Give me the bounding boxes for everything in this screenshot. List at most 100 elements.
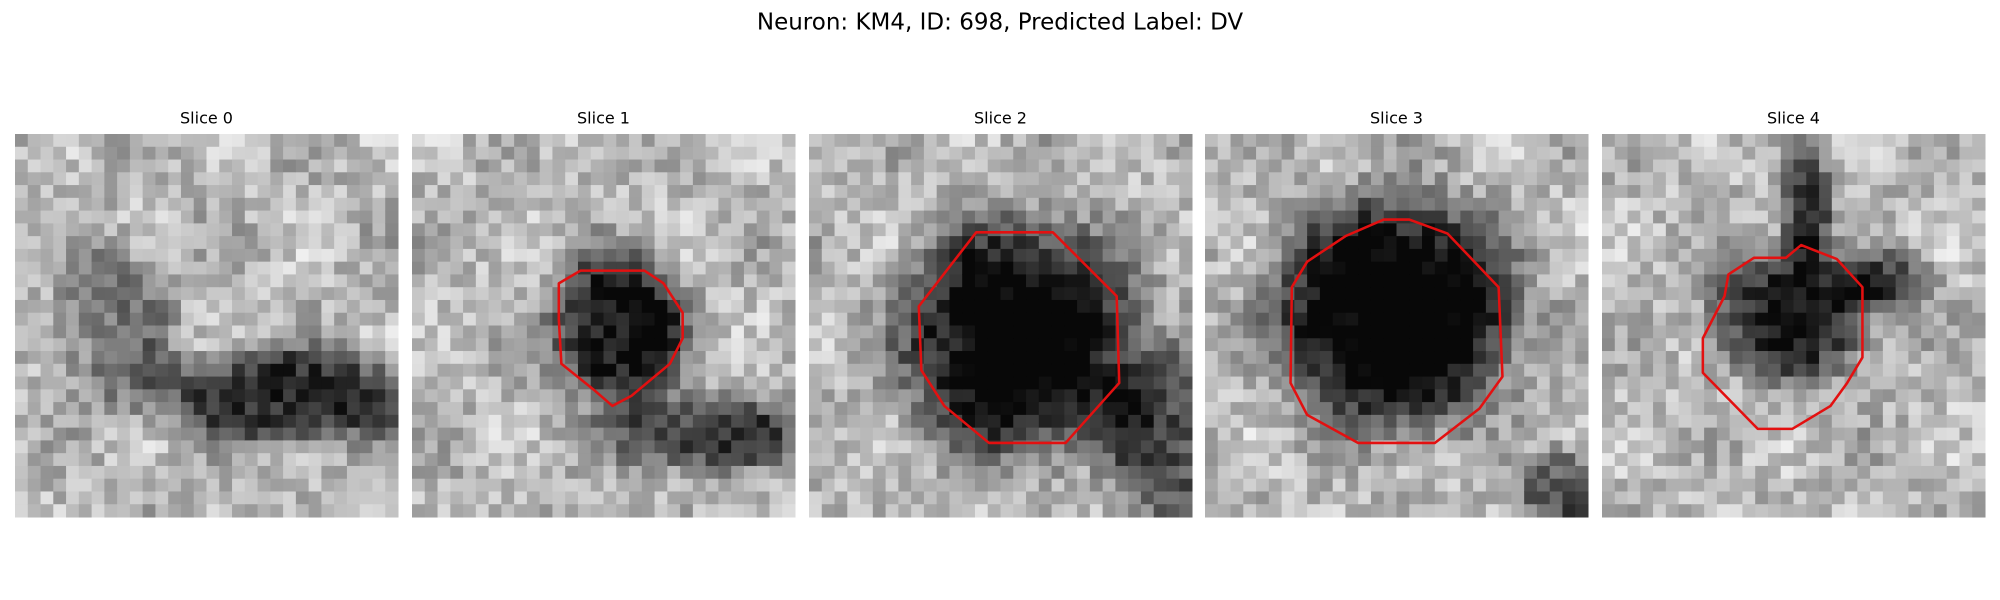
pixel [834,261,848,275]
pixel [334,146,348,161]
pixel [168,363,182,378]
pixel [1602,172,1616,186]
pixel [40,146,54,161]
pixel [1895,299,1909,314]
pixel [308,338,322,352]
pixel [834,414,848,429]
pixel [1370,248,1385,263]
pixel [860,134,874,148]
pixel [1256,299,1270,314]
pixel [1473,363,1487,378]
pixel [1549,504,1563,518]
pixel [142,287,156,301]
pixel [40,236,54,250]
pixel [1691,389,1705,403]
pixel [782,363,796,378]
pixel [1627,287,1641,301]
pixel [718,210,732,224]
pixel [1217,465,1232,480]
pixel [1217,185,1232,199]
pixel [809,261,823,275]
pixel [1038,389,1053,403]
pixel [1000,478,1014,492]
pixel [1627,389,1641,403]
pixel [1575,376,1589,390]
pixel [359,440,373,454]
pixel [385,197,399,212]
pixel [1498,402,1512,416]
pixel [1716,389,1731,403]
pixel [1575,504,1589,518]
pixel [756,478,770,492]
pixel [295,287,310,301]
pixel [936,504,950,518]
pixel [539,146,553,161]
pixel [1691,261,1705,275]
pixel [962,402,976,416]
pixel [1653,325,1667,339]
pixel [1575,287,1589,301]
pixel [1562,389,1576,403]
pixel [769,312,783,327]
pixel [885,248,899,263]
pixel [1742,261,1756,275]
pixel [1640,491,1654,505]
pixel [667,287,681,301]
pixel [437,223,451,237]
pixel [1921,261,1935,275]
pixel [15,299,29,314]
pixel [1026,465,1040,480]
pixel [1179,414,1193,429]
pixel [1000,248,1014,263]
pixel [78,389,93,403]
pixel [1000,299,1014,314]
pixel [1051,363,1065,378]
pixel [936,325,950,339]
pixel [1946,185,1960,199]
pixel [104,504,118,518]
pixel [1793,376,1807,390]
pixel [885,453,899,467]
pixel [168,465,182,480]
pixel [616,504,630,518]
pixel [1691,146,1705,161]
pixel [616,197,630,212]
pixel [244,453,259,467]
pixel [1319,274,1334,288]
pixel [1166,146,1180,161]
pixel [1153,185,1167,199]
pixel [501,274,515,288]
pixel [1653,478,1667,492]
pixel [809,389,823,403]
pixel [1640,338,1654,352]
pixel [1627,402,1641,416]
pixel [1908,325,1922,339]
pixel [346,453,361,467]
pixel [872,389,887,403]
pixel [295,338,310,352]
pixel [743,312,758,327]
pixel [718,389,732,403]
pixel [488,185,502,199]
pixel [1498,504,1512,518]
pixel [872,197,887,212]
pixel [308,159,322,173]
pixel [1716,223,1731,237]
pixel [731,351,745,365]
pixel [1780,504,1795,518]
pixel [847,312,861,327]
pixel [27,427,42,441]
pixel [680,146,694,161]
pixel [834,312,848,327]
pixel [847,338,861,352]
pixel [1806,440,1820,454]
pixel [1077,338,1091,352]
pixel [629,414,643,429]
pixel [1268,389,1283,403]
pixel [501,440,515,454]
pixel [168,414,182,429]
pixel [1485,414,1500,429]
pixel [1665,363,1680,378]
pixel [463,299,477,314]
pixel [1319,210,1334,224]
